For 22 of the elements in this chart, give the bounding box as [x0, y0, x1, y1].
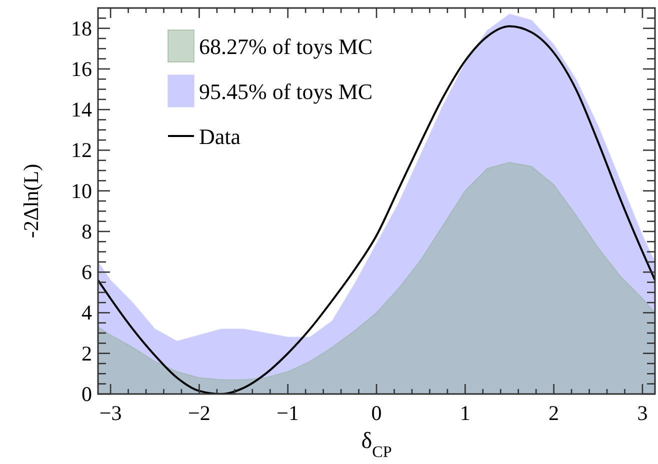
- y-tick-label: 16: [71, 56, 92, 81]
- x-tick-label: −1: [276, 401, 300, 425]
- x-tick-label: 1: [460, 401, 470, 425]
- x-tick-label: 0: [371, 401, 382, 425]
- y-tick-label: 8: [82, 219, 92, 244]
- y-tick-label: 2: [82, 341, 92, 366]
- y-tick-label: 6: [82, 260, 92, 284]
- legend-label: 68.27% of toys MC: [199, 34, 373, 59]
- y-tick-label: 0: [82, 382, 92, 406]
- legend-label: 95.45% of toys MC: [199, 79, 373, 104]
- y-tick-label: 14: [71, 98, 92, 122]
- x-tick-label: 3: [637, 401, 648, 425]
- y-tick-label: 12: [71, 138, 92, 162]
- x-axis-title: δ$_{CP}$: [361, 428, 392, 460]
- y-axis-title: -2Δln(L): [19, 164, 43, 238]
- y-tick-label: 10: [71, 178, 92, 203]
- x-tick-label: −2: [188, 401, 210, 425]
- x-tick-label: −3: [99, 401, 122, 425]
- legend-label: Data: [199, 124, 241, 149]
- x-tick-label: 2: [548, 401, 560, 425]
- y-tick-label: 4: [82, 300, 92, 325]
- y-tick-label: 18: [71, 16, 92, 40]
